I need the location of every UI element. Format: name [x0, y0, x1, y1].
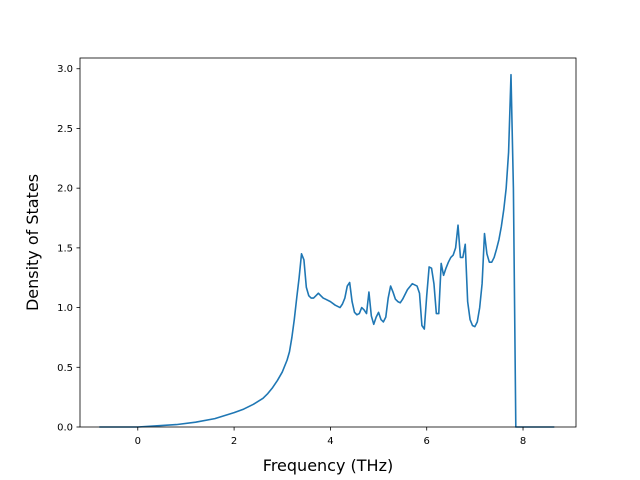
- y-tick-label: 3.0: [57, 64, 73, 75]
- x-axis-label: Frequency (THz): [263, 456, 393, 475]
- x-tick-label: 2: [231, 436, 237, 447]
- x-axis: 0 2 4 6 8: [135, 427, 526, 447]
- x-tick-label: 6: [424, 436, 430, 447]
- y-tick-label: 2.0: [57, 184, 73, 195]
- plot-area: [99, 73, 555, 428]
- x-tick-label: 8: [520, 436, 526, 447]
- y-tick-label: 0.5: [57, 363, 73, 374]
- x-tick-label: 0: [135, 436, 141, 447]
- y-tick-label: 2.5: [57, 124, 73, 135]
- dos-series-line: [99, 73, 555, 428]
- y-tick-label: 1.5: [57, 243, 73, 254]
- y-tick-label: 1.0: [57, 303, 73, 314]
- y-axis: 0.0 0.5 1.0 1.5 2.0 2.5 3.0: [57, 64, 80, 434]
- x-tick-label: 4: [327, 436, 333, 447]
- y-tick-label: 0.0: [57, 423, 73, 434]
- axes-frame: [79, 57, 577, 428]
- y-axis-label: Density of States: [23, 174, 42, 311]
